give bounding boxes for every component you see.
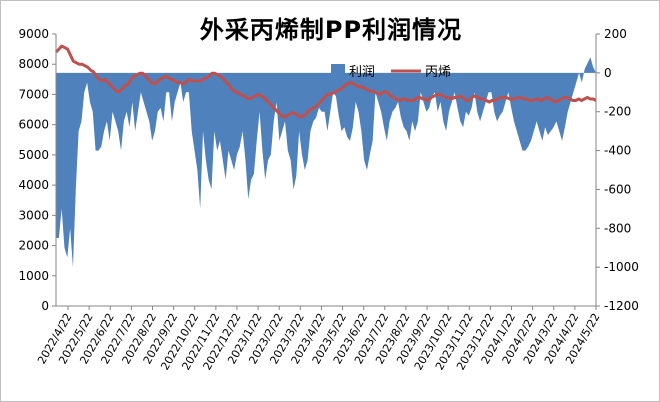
y-right-tick-label: -600 — [604, 182, 631, 196]
y-right-tick-label: -800 — [604, 221, 631, 235]
y-left-tick-label: 4000 — [18, 178, 49, 192]
chart-title: 外采丙烯制PP利润情况 — [199, 16, 463, 44]
legend-label-profit: 利润 — [349, 65, 375, 80]
y-left-tick-label: 9000 — [18, 27, 49, 41]
y-right-tick-label: 200 — [604, 27, 627, 41]
y-left-tick-label: 7000 — [18, 87, 49, 101]
y-left-tick-label: 2000 — [18, 239, 49, 253]
y-left-tick-label: 5000 — [18, 148, 49, 162]
y-left-tick-label: 6000 — [18, 118, 49, 132]
plot-layer — [54, 44, 597, 268]
legend-label-propylene: 丙烯 — [425, 65, 451, 80]
y-left-tick-label: 1000 — [18, 269, 49, 283]
profit-area — [56, 57, 596, 268]
y-left-tick-label: 8000 — [18, 57, 49, 71]
propylene-line — [54, 44, 597, 119]
legend: 利润 丙烯 — [331, 64, 451, 80]
y-right-tick-label: -400 — [604, 144, 631, 158]
y-left-tick-label: 0 — [41, 299, 49, 313]
y-right-tick-label: 0 — [604, 66, 612, 80]
y-right-tick-label: -1000 — [604, 260, 639, 274]
legend-swatch-profit — [331, 64, 345, 78]
y-left-tick-label: 3000 — [18, 208, 49, 222]
y-right-tick-label: -1200 — [604, 299, 639, 313]
y-right-tick-label: -200 — [604, 105, 631, 119]
